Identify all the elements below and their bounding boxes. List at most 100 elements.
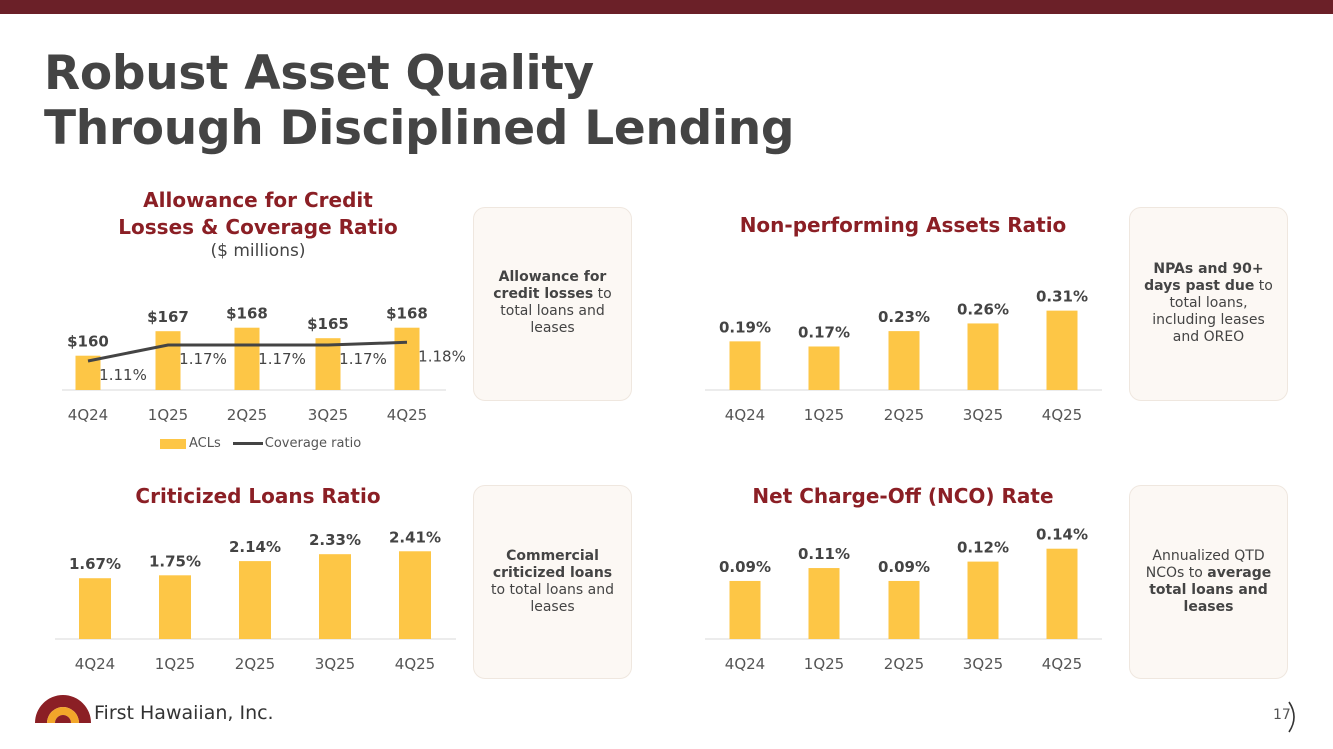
bar-1Q25 (155, 331, 181, 390)
tick-label-2Q25: 2Q25 (884, 655, 924, 673)
bar-4Q24 (75, 355, 101, 390)
page-title-line1: Robust Asset Quality (44, 46, 594, 101)
tick-label-4Q24: 4Q24 (68, 406, 108, 424)
bar-2Q25 (888, 580, 920, 639)
data-label-4Q24: 0.19% (719, 318, 771, 336)
tick-label-4Q24: 4Q24 (75, 655, 115, 673)
bar-1Q25 (159, 575, 191, 639)
bar-2Q25 (888, 331, 920, 390)
tick-label-1Q25: 1Q25 (155, 655, 195, 673)
coverage-label-2Q25: 1.17% (258, 350, 306, 368)
legend-bar-swatch (160, 438, 186, 449)
acl-chart-title: Allowance for Credit Losses & Coverage R… (98, 187, 418, 241)
acl-card-bold: Allowance for credit losses (493, 269, 607, 302)
data-label-3Q25: 0.26% (957, 300, 1009, 318)
tick-label-4Q25: 4Q25 (387, 406, 427, 424)
data-label-4Q25: $168 (386, 305, 428, 323)
npa-chart-title: Non-performing Assets Ratio (739, 213, 1067, 237)
bar-4Q25 (1046, 310, 1078, 390)
nco-card-bold: average total loans and leases (1149, 565, 1272, 615)
acl-card-text: to total loans and leases (500, 286, 612, 336)
nco-definition-card: Annualized QTD NCOs to average total loa… (1129, 485, 1288, 679)
data-label-2Q25: $168 (226, 305, 268, 323)
page-title-line2: Through Disciplined Lending (44, 101, 795, 156)
data-label-4Q25: 0.14% (1036, 526, 1088, 544)
coverage-label-1Q25: 1.17% (179, 350, 227, 368)
bar-4Q24 (729, 341, 761, 390)
bar-1Q25 (808, 346, 840, 390)
data-label-1Q25: 0.17% (798, 323, 850, 341)
tick-label-3Q25: 3Q25 (963, 655, 1003, 673)
top-accent-bar (0, 0, 1333, 14)
coverage-label-4Q25: 1.18% (418, 347, 466, 365)
company-name: First Hawaiian, Inc. (94, 702, 274, 724)
tick-label-4Q25: 4Q25 (1042, 406, 1082, 424)
acl-title-line1: Allowance for Credit (143, 188, 373, 212)
page-bracket-icon (1288, 701, 1295, 733)
data-label-4Q25: 0.31% (1036, 288, 1088, 306)
tick-label-2Q25: 2Q25 (227, 406, 267, 424)
bar-3Q25 (967, 561, 999, 639)
coverage-label-4Q24: 1.11% (99, 366, 147, 384)
tick-label-1Q25: 1Q25 (148, 406, 188, 424)
bar-1Q25 (808, 568, 840, 639)
bar-4Q25 (1046, 548, 1078, 639)
data-label-4Q24: 0.09% (719, 558, 771, 576)
data-label-1Q25: $167 (147, 308, 189, 326)
nco-chart-title: Net Charge-Off (NCO) Rate (752, 484, 1054, 508)
acl-title-line2: Losses & Coverage Ratio (118, 215, 398, 239)
criticized-chart-title: Criticized Loans Ratio (135, 484, 381, 508)
coverage-ratio-line (87, 340, 408, 363)
page-number: 17 (1273, 707, 1291, 723)
page-title: Robust Asset Quality Through Disciplined… (44, 46, 795, 156)
bar-2Q25 (234, 327, 260, 390)
data-label-3Q25: 0.12% (957, 539, 1009, 557)
bar-4Q24 (729, 580, 761, 639)
acl-chart-subtitle: ($ millions) (210, 241, 306, 261)
bar-3Q25 (967, 323, 999, 390)
data-label-4Q24: 1.67% (69, 555, 121, 573)
company-logo-icon (35, 695, 91, 723)
bar-4Q25 (399, 551, 431, 639)
data-label-4Q25: 2.41% (389, 528, 441, 546)
npa-definition-card: NPAs and 90+ days past due to total loan… (1129, 207, 1288, 401)
criticized-definition-card: Commercial criticized loans to total loa… (473, 485, 632, 679)
tick-label-4Q24: 4Q24 (725, 655, 765, 673)
npa-card-text: to total loans, including leases and ORE… (1152, 278, 1273, 345)
bar-4Q24 (79, 578, 111, 639)
data-label-3Q25: $165 (307, 315, 349, 333)
bar-4Q25 (394, 327, 420, 390)
tick-label-2Q25: 2Q25 (235, 655, 275, 673)
data-label-2Q25: 0.23% (878, 308, 930, 326)
acl-legend: ACLs Coverage ratio (160, 436, 361, 451)
data-label-1Q25: 1.75% (149, 552, 201, 570)
npa-card-bold: NPAs and 90+ days past due (1144, 261, 1264, 294)
criticized-card-bold: Commercial criticized loans (492, 548, 613, 581)
tick-label-4Q25: 4Q25 (395, 655, 435, 673)
bar-2Q25 (239, 561, 271, 639)
data-label-2Q25: 0.09% (878, 558, 930, 576)
acl-definition-card: Allowance for credit losses to total loa… (473, 207, 632, 401)
tick-label-3Q25: 3Q25 (308, 406, 348, 424)
tick-label-4Q25: 4Q25 (1042, 655, 1082, 673)
criticized-card-text: to total loans and leases (491, 582, 614, 615)
tick-label-3Q25: 3Q25 (315, 655, 355, 673)
bar-3Q25 (319, 554, 351, 639)
tick-label-4Q24: 4Q24 (725, 406, 765, 424)
data-label-3Q25: 2.33% (309, 531, 361, 549)
legend-line-swatch (232, 442, 263, 445)
data-label-2Q25: 2.14% (229, 538, 281, 556)
tick-label-1Q25: 1Q25 (804, 406, 844, 424)
tick-label-3Q25: 3Q25 (963, 406, 1003, 424)
legend-line-label: Coverage ratio (264, 436, 362, 451)
legend-bar-label: ACLs (189, 436, 221, 451)
tick-label-2Q25: 2Q25 (884, 406, 924, 424)
data-label-1Q25: 0.11% (798, 545, 850, 563)
nco-card-text: Annualized QTD NCOs to (1145, 548, 1265, 581)
bar-3Q25 (315, 338, 341, 390)
coverage-label-3Q25: 1.17% (339, 350, 387, 368)
